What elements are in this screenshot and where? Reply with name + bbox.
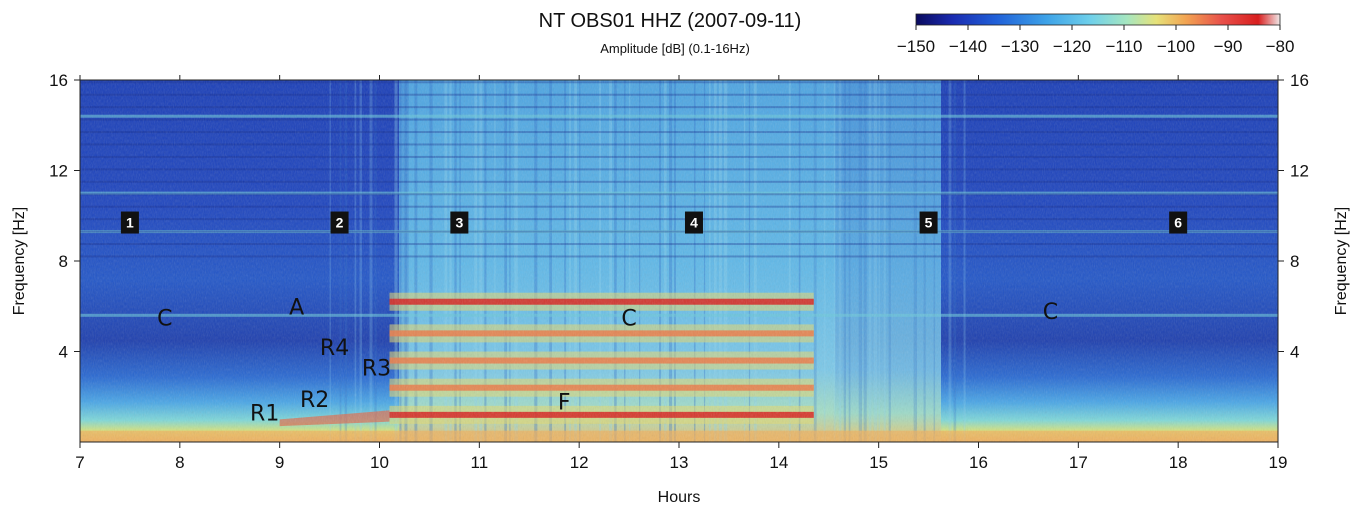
colorbar-gradient	[915, 13, 1281, 26]
y-axis-label-right: Frequency [Hz]	[1333, 207, 1350, 315]
feature-annotation: C	[1043, 300, 1058, 325]
colorbar-tick-label: −110	[1105, 37, 1142, 56]
colorbar: −150 −140 −130 −120 −110 −100 −90 −80	[897, 13, 1295, 56]
x-tick-label: 14	[769, 453, 788, 472]
feature-annotation: A	[289, 295, 304, 320]
y-tick-label-left: 4	[59, 343, 68, 362]
x-tick-label: 13	[670, 453, 689, 472]
x-tick-label: 16	[969, 453, 988, 472]
segment-marker-box	[120, 211, 139, 234]
x-tick-label: 11	[471, 453, 489, 472]
x-axis: 7 8 9 10 11 12 13 14 15 16 17 18 19	[75, 75, 1287, 472]
segment-markers: 1 2 3 4 5 6	[120, 211, 1188, 234]
y-tick-label-right: 12	[1290, 162, 1309, 181]
segment-marker-box	[330, 211, 349, 234]
colorbar-tick-label: −130	[1001, 37, 1039, 56]
segment-marker-label: 3	[455, 215, 463, 231]
x-tick-label: 10	[370, 453, 389, 472]
x-tick-label: 8	[175, 453, 184, 472]
y-tick-label-right: 4	[1290, 343, 1299, 362]
segment-marker-box	[919, 211, 938, 234]
x-tick-label: 18	[1169, 453, 1188, 472]
segment-marker-label: 2	[336, 215, 344, 231]
colorbar-tick-label: −80	[1266, 37, 1295, 56]
colorbar-tick-label: −120	[1053, 37, 1091, 56]
feature-annotations: C A R4 R3 R2 R1 F C C	[157, 295, 1058, 426]
feature-annotation: F	[558, 390, 571, 415]
x-tick-label: 12	[570, 453, 589, 472]
segment-marker-label: 4	[690, 215, 698, 231]
y-tick-label-left: 8	[59, 252, 68, 271]
y-tick-label-left: 12	[49, 162, 68, 181]
x-tick-label: 19	[1269, 453, 1288, 472]
y-tick-label-right: 16	[1290, 71, 1309, 90]
segment-marker-label: 1	[126, 215, 134, 231]
x-tick-label: 7	[75, 453, 84, 472]
colorbar-tick-label: −90	[1214, 37, 1243, 56]
x-axis-label: Hours	[658, 489, 701, 506]
x-tick-label: 9	[275, 453, 284, 472]
y-tick-label-right: 8	[1290, 252, 1299, 271]
segment-marker-label: 6	[1174, 215, 1182, 231]
x-tick-label: 17	[1069, 453, 1088, 472]
feature-annotation: R4	[320, 336, 349, 361]
y-axis-label-left: Frequency [Hz]	[11, 207, 28, 315]
segment-marker-box	[684, 211, 703, 234]
colorbar-ticks: −150 −140 −130 −120 −110 −100 −90 −80	[897, 25, 1295, 56]
segment-marker-box	[450, 211, 469, 234]
feature-annotation: R3	[362, 356, 391, 381]
feature-annotation: R1	[250, 402, 279, 427]
segment-marker-box	[1169, 211, 1188, 234]
x-tick-label: 15	[869, 453, 888, 472]
colorbar-tick-label: −100	[1157, 37, 1195, 56]
colorbar-tick-label: −140	[949, 37, 987, 56]
spectrogram-plot	[80, 80, 1278, 442]
feature-annotation: R2	[300, 388, 329, 413]
feature-annotation: C	[157, 307, 172, 332]
colorbar-tick-label: −150	[897, 37, 935, 56]
chart-title: NT OBS01 HHZ (2007-09-11)	[539, 10, 802, 32]
feature-annotation: C	[621, 307, 636, 332]
segment-marker-label: 5	[925, 215, 933, 231]
chart-subtitle: Amplitude [dB] (0.1-16Hz)	[600, 41, 750, 56]
y-tick-label-left: 16	[49, 71, 68, 90]
